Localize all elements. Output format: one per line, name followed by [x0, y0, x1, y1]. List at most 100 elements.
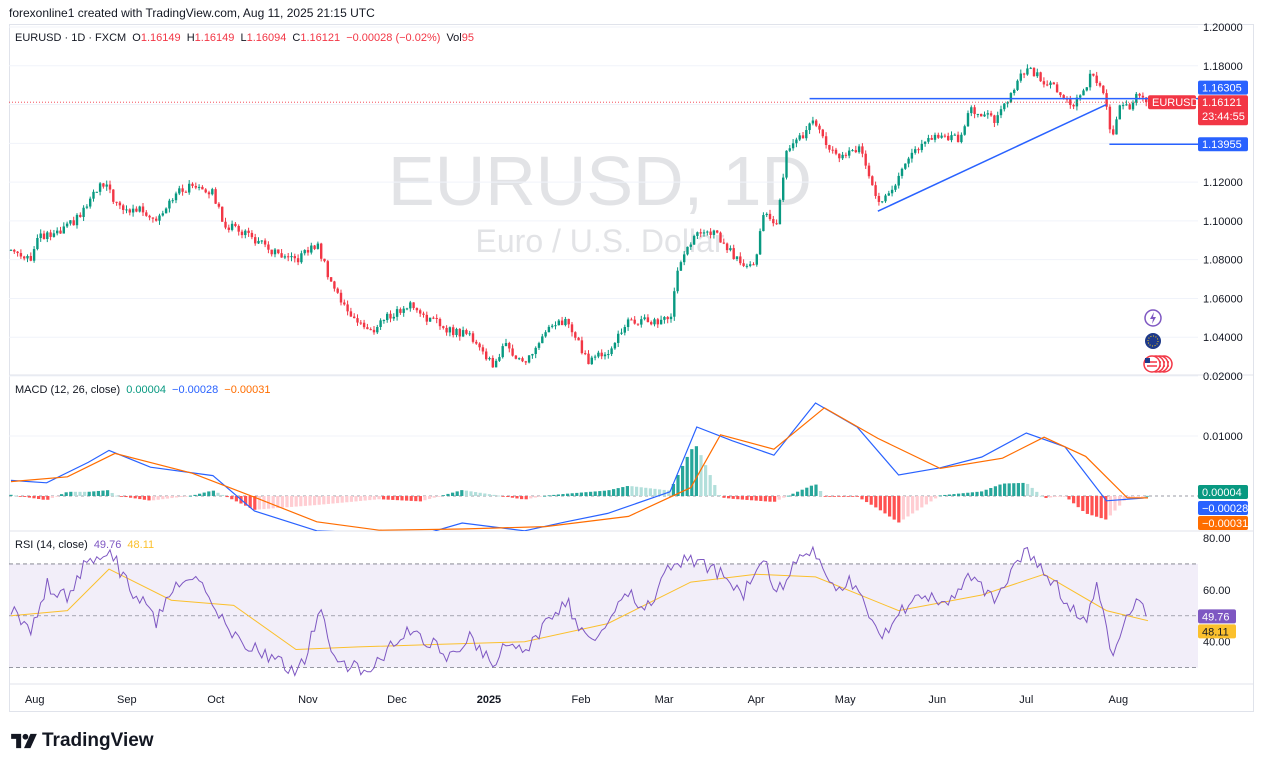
- candle-body: [217, 203, 221, 207]
- candle-body: [874, 185, 877, 196]
- macd-histogram-bar: [50, 496, 54, 498]
- candle-body: [643, 317, 646, 320]
- candle-body: [999, 109, 1003, 116]
- legend-change: −0.00028 (−0.02%): [346, 32, 441, 44]
- macd-histogram-bar: [464, 490, 468, 496]
- legend-symbol[interactable]: EURUSD · 1D · FXCM: [15, 32, 127, 44]
- macd-histogram-bar: [782, 496, 786, 498]
- candle-body: [320, 243, 323, 259]
- candle-body: [742, 263, 745, 266]
- macd-histogram-bar: [860, 496, 864, 500]
- candle-body: [412, 302, 415, 309]
- candle-body: [346, 304, 349, 312]
- macd-histogram-bar: [570, 493, 574, 496]
- candle-body: [1075, 97, 1079, 107]
- legend-low-label: L: [240, 32, 247, 44]
- candle-body: [732, 248, 735, 260]
- macd-histogram-bar: [78, 491, 82, 496]
- candle-body: [537, 343, 541, 348]
- candle-body: [92, 191, 95, 199]
- symbol-tag-bg: [1148, 95, 1196, 110]
- candle-body: [1112, 129, 1115, 135]
- candle-body: [907, 158, 910, 164]
- price-tick-label: 1.12000: [1203, 177, 1243, 189]
- candle-body: [838, 153, 841, 159]
- macd-histogram-bar: [777, 496, 781, 500]
- macd-histogram-bar: [106, 490, 110, 496]
- candle-body: [415, 308, 419, 311]
- price-tick-label: 1.06000: [1203, 293, 1243, 305]
- macd-histogram-bar: [952, 494, 956, 496]
- macd-title[interactable]: MACD (12, 26, close): [15, 384, 121, 396]
- candle-body: [844, 154, 848, 156]
- macd-histogram-bar: [653, 488, 657, 496]
- tradingview-brand[interactable]: TradingView: [10, 730, 154, 752]
- macd-histogram-bar: [584, 492, 588, 496]
- time-tick-label: Jun: [928, 694, 946, 706]
- macd-tick-label: 0.01000: [1203, 431, 1243, 443]
- macd-histogram-bar: [947, 494, 951, 496]
- chart-layers: 1.200001.180001.160001.140001.120001.100…: [9, 22, 1254, 706]
- macd-histogram-bar: [823, 496, 827, 497]
- macd-histogram-bar: [1076, 496, 1080, 508]
- candle-body: [419, 310, 422, 314]
- candle-body: [706, 231, 709, 233]
- macd-histogram-bar: [1136, 496, 1140, 497]
- macd-histogram-bar: [612, 489, 616, 496]
- candle-body: [623, 327, 626, 333]
- macd-histogram-bar: [575, 492, 579, 496]
- candle-body: [881, 201, 884, 203]
- candle-body: [603, 354, 607, 357]
- candle-body: [1141, 95, 1145, 98]
- candle-body: [659, 319, 663, 325]
- price-tick-label: 1.10000: [1203, 216, 1243, 228]
- candle-body: [422, 313, 425, 315]
- candle-body: [547, 326, 551, 333]
- rsi-tick-label: 80.00: [1203, 533, 1231, 545]
- candle-body: [824, 136, 828, 146]
- candle-body: [587, 353, 590, 365]
- macd-histogram-bar: [299, 496, 303, 507]
- candle-body: [749, 264, 752, 266]
- macd-histogram-bar: [469, 491, 473, 496]
- macd-histogram-bar: [1095, 496, 1099, 517]
- candle-body: [329, 277, 333, 282]
- macd-histogram-bar: [418, 496, 422, 502]
- price-tick-label: 1.20000: [1203, 22, 1243, 34]
- rsi-ma-value: 48.11: [127, 539, 155, 551]
- macd-histogram-bar: [791, 493, 795, 496]
- candle-body: [247, 230, 250, 233]
- time-tick-label: Aug: [1109, 694, 1129, 706]
- candle-body: [709, 231, 712, 235]
- legend-vol-label: Vol: [446, 32, 462, 44]
- candle-body: [947, 135, 950, 141]
- macd-histogram-bar: [18, 496, 22, 497]
- candle-body: [739, 256, 742, 264]
- last-price-tag-bg: [1198, 95, 1248, 126]
- candle-body: [980, 113, 983, 117]
- macd-line: [10, 402, 1149, 531]
- candle-body: [871, 176, 874, 186]
- macd-histogram-bar: [510, 496, 514, 498]
- macd-histogram-bar: [27, 496, 31, 498]
- candle-body: [491, 357, 494, 368]
- candle-body: [514, 355, 518, 359]
- macd-histogram-bar: [1104, 496, 1108, 520]
- candle-body: [85, 206, 89, 208]
- rsi-ma-tag-bg: [1198, 624, 1236, 639]
- rsi-title[interactable]: RSI (14, close): [15, 539, 88, 551]
- candle-body: [455, 328, 458, 336]
- support-tag: 1.13955: [1202, 139, 1242, 151]
- candle-body: [669, 316, 673, 320]
- candle-body: [963, 126, 966, 135]
- macd-histogram-bar: [1072, 496, 1076, 504]
- macd-hist-value: 0.00004: [126, 384, 166, 396]
- macd-histogram-bar: [165, 496, 169, 499]
- candle-body: [570, 324, 574, 333]
- macd-line-tag-bg: [1198, 501, 1248, 515]
- candle-body: [131, 208, 135, 213]
- candle-body: [689, 244, 692, 247]
- candle-body: [930, 138, 933, 140]
- candle-body: [544, 332, 547, 337]
